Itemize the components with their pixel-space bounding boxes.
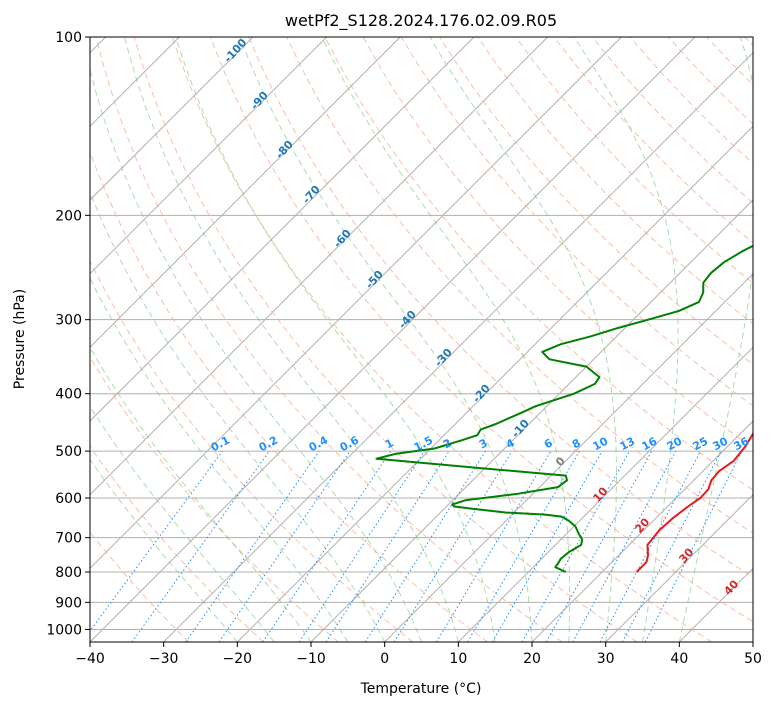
x-tick-label: 50: [744, 651, 762, 667]
x-tick-label: −40: [75, 651, 105, 667]
x-tick-label: −10: [296, 651, 326, 667]
x-tick-label: −20: [223, 651, 253, 667]
y-tick-label: 800: [55, 565, 82, 581]
x-tick-label: 20: [523, 651, 541, 667]
y-tick-label: 1000: [46, 622, 82, 638]
y-tick-label: 500: [55, 444, 82, 460]
y-tick-label: 700: [55, 531, 82, 547]
plot-area: [90, 37, 753, 642]
x-tick-label: 10: [449, 651, 467, 667]
y-axis-label: Pressure (hPa): [12, 289, 28, 389]
y-tick-label: 300: [55, 313, 82, 329]
isotherm-line: [753, 37, 775, 642]
y-tick-label: 200: [55, 208, 82, 224]
x-tick-label: 30: [597, 651, 615, 667]
x-tick-label: −30: [149, 651, 179, 667]
chart-title: wetPf2_S128.2024.176.02.09.R05: [285, 11, 557, 31]
x-axis-label: Temperature (°C): [360, 681, 482, 697]
x-tick-label: 40: [670, 651, 688, 667]
y-tick-label: 400: [55, 387, 82, 403]
y-tick-label: 600: [55, 491, 82, 507]
y-tick-label: 100: [55, 30, 82, 46]
x-tick-label: 0: [380, 651, 389, 667]
y-tick-label: 900: [55, 595, 82, 611]
